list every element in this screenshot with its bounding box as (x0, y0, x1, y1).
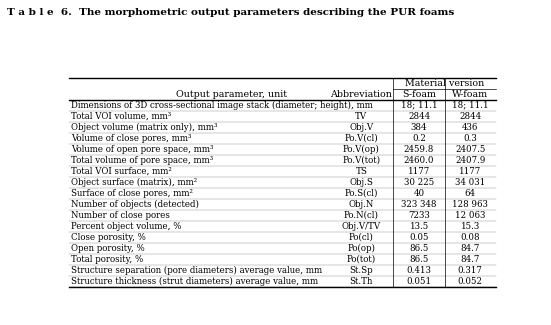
Text: Po.N(cl): Po.N(cl) (344, 211, 379, 220)
Text: Volume of open pore space, mm³: Volume of open pore space, mm³ (71, 145, 213, 154)
Text: Object volume (matrix only), mm³: Object volume (matrix only), mm³ (71, 123, 218, 132)
Text: Obj.N: Obj.N (349, 200, 374, 209)
Text: 2460.0: 2460.0 (404, 156, 434, 165)
Text: 86.5: 86.5 (409, 244, 429, 253)
Text: 0.052: 0.052 (458, 277, 483, 286)
Text: Po(op): Po(op) (347, 244, 375, 253)
Text: S-foam: S-foam (402, 90, 436, 99)
Text: Output parameter, unit: Output parameter, unit (176, 90, 287, 99)
Text: 84.7: 84.7 (461, 255, 480, 264)
Text: TV: TV (355, 112, 368, 121)
Text: 86.5: 86.5 (409, 255, 429, 264)
Text: 30 225: 30 225 (404, 178, 434, 187)
Text: Obj.V/TV: Obj.V/TV (342, 222, 381, 231)
Text: Total VOI volume, mm³: Total VOI volume, mm³ (71, 112, 171, 121)
Text: Po(tot): Po(tot) (347, 255, 376, 264)
Text: Obj.V: Obj.V (349, 123, 374, 132)
Text: W-foam: W-foam (452, 90, 488, 99)
Text: 0.317: 0.317 (458, 266, 483, 275)
Text: Material version: Material version (405, 79, 484, 88)
Text: Po.V(op): Po.V(op) (343, 145, 380, 154)
Text: 0.05: 0.05 (409, 233, 429, 242)
Text: Obj.S: Obj.S (349, 178, 374, 187)
Text: Volume of close pores, mm³: Volume of close pores, mm³ (71, 134, 192, 143)
Text: Open porosity, %: Open porosity, % (71, 244, 145, 253)
Text: 2459.8: 2459.8 (404, 145, 434, 154)
Text: 2844: 2844 (408, 112, 430, 121)
Text: 0.08: 0.08 (461, 233, 480, 242)
Text: 436: 436 (462, 123, 478, 132)
Text: 323 348: 323 348 (401, 200, 437, 209)
Text: Percent object volume, %: Percent object volume, % (71, 222, 181, 231)
Text: 12 063: 12 063 (455, 211, 485, 220)
Text: Number of objects (detected): Number of objects (detected) (71, 200, 199, 209)
Text: 2844: 2844 (459, 112, 482, 121)
Text: Total VOI surface, mm²: Total VOI surface, mm² (71, 167, 172, 176)
Text: 0.2: 0.2 (412, 134, 426, 143)
Text: Object surface (matrix), mm²: Object surface (matrix), mm² (71, 178, 197, 187)
Text: 1177: 1177 (459, 167, 482, 176)
Text: 84.7: 84.7 (461, 244, 480, 253)
Text: St.Th: St.Th (350, 277, 373, 286)
Text: Total volume of pore space, mm³: Total volume of pore space, mm³ (71, 156, 213, 165)
Text: 2407.5: 2407.5 (455, 145, 485, 154)
Text: Close porosity, %: Close porosity, % (71, 233, 146, 242)
Text: 64: 64 (465, 189, 476, 198)
Text: 0.051: 0.051 (407, 277, 431, 286)
Text: 7233: 7233 (408, 211, 430, 220)
Text: Dimensions of 3D cross-sectional image stack (diameter; height), mm: Dimensions of 3D cross-sectional image s… (71, 101, 373, 110)
Text: Structure thickness (strut diameters) average value, mm: Structure thickness (strut diameters) av… (71, 277, 318, 286)
Text: 34 031: 34 031 (455, 178, 485, 187)
Text: Po.S(cl): Po.S(cl) (344, 189, 378, 198)
Text: Total porosity, %: Total porosity, % (71, 255, 143, 264)
Text: Surface of close pores, mm²: Surface of close pores, mm² (71, 189, 193, 198)
Text: Number of close pores: Number of close pores (71, 211, 170, 220)
Text: St.Sp: St.Sp (349, 266, 373, 275)
Text: 40: 40 (413, 189, 425, 198)
Text: Abbreviation: Abbreviation (331, 90, 392, 99)
Text: Po.V(cl): Po.V(cl) (344, 134, 379, 143)
Text: 2407.9: 2407.9 (455, 156, 485, 165)
Text: T a b l e  6.  The morphometric output parameters describing the PUR foams: T a b l e 6. The morphometric output par… (7, 8, 454, 17)
Text: Po.V(tot): Po.V(tot) (342, 156, 380, 165)
Text: 18; 11.1: 18; 11.1 (401, 101, 437, 110)
Text: 0.3: 0.3 (463, 134, 477, 143)
Text: 128 963: 128 963 (452, 200, 488, 209)
Text: Structure separation (pore diameters) average value, mm: Structure separation (pore diameters) av… (71, 266, 322, 275)
Text: 18; 11.1: 18; 11.1 (452, 101, 489, 110)
Text: 15.3: 15.3 (461, 222, 480, 231)
Text: Po(cl): Po(cl) (349, 233, 374, 242)
Text: TS: TS (355, 167, 368, 176)
Text: 0.413: 0.413 (407, 266, 431, 275)
Text: 13.5: 13.5 (409, 222, 429, 231)
Text: 384: 384 (411, 123, 427, 132)
Text: 1177: 1177 (408, 167, 430, 176)
